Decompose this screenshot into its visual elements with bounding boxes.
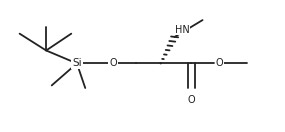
Text: O: O (188, 95, 195, 105)
Text: O: O (215, 58, 223, 68)
Text: O: O (109, 58, 117, 68)
Text: Si: Si (72, 58, 82, 68)
Text: HN: HN (175, 25, 190, 35)
